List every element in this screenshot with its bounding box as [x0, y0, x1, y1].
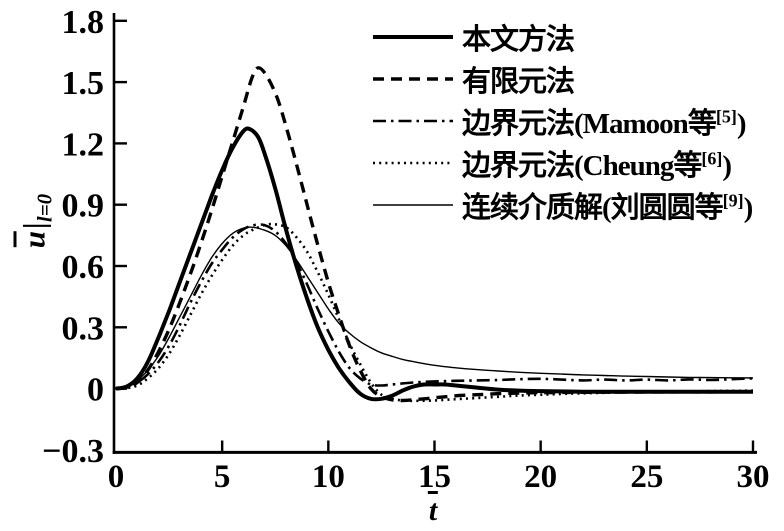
- y-tick-label: 0.6: [62, 249, 105, 286]
- series-curve-0: [115, 126, 753, 402]
- legend-label: 边界元法(Cheung等[6]): [462, 148, 732, 182]
- legend-line-dashed: [373, 77, 453, 81]
- y-axis-evaluated-bar: |: [16, 222, 52, 229]
- x-tick-label: 20: [524, 459, 557, 495]
- legend-label: 有限元法: [462, 66, 575, 98]
- y-tick-label: 0.9: [62, 188, 105, 225]
- x-tick-label: 25: [630, 459, 663, 495]
- legend-item-proposed-method: 本文方法: [371, 16, 752, 58]
- y-tick-label: 1.8: [62, 4, 105, 41]
- legend-line-solid-thick: [373, 35, 453, 39]
- series-curve-4: [115, 226, 754, 390]
- x-tick-label: 5: [214, 459, 231, 495]
- y-axis-title: u|l=0: [14, 194, 57, 250]
- y-axis-condition: l=0: [32, 193, 57, 223]
- series-curve-1: [115, 66, 754, 403]
- legend-label: 本文方法: [462, 24, 575, 56]
- x-axis-symbol-tbar: t: [427, 491, 439, 528]
- legend-label: 边界元法(Mamoon等[5]): [462, 106, 746, 140]
- legend-label: 连续介质解(刘圆圆等[9]): [462, 190, 753, 224]
- y-tick-label: 1.5: [62, 65, 105, 102]
- legend-item-boundary-element-cheung: 边界元法(Cheung等[6]): [371, 142, 752, 184]
- y-axis-symbol-ubar: u: [14, 229, 53, 250]
- legend-item-boundary-element-mamoon: 边界元法(Mamoon等[5]): [371, 100, 752, 142]
- x-tick-label: 30: [736, 459, 769, 495]
- x-axis-title: t: [427, 491, 439, 528]
- series-curve-2: [115, 223, 754, 390]
- x-tick-label: 15: [418, 459, 451, 495]
- y-tick-label: 0: [87, 372, 104, 409]
- legend-line-solid-thin: [373, 204, 453, 206]
- y-tick-label: −0.3: [42, 433, 104, 470]
- x-tick-label: 0: [108, 459, 125, 495]
- legend-line-dotted: [373, 161, 453, 165]
- series-curve-3: [115, 222, 754, 403]
- legend-item-continuum-solution-liu: 连续介质解(刘圆圆等[9]): [371, 184, 753, 226]
- y-tick-label: 1.2: [62, 126, 105, 163]
- y-tick-label: 0.3: [62, 310, 105, 347]
- legend-line-dash-dot: [373, 119, 453, 123]
- legend-item-finite-element: 有限元法: [371, 58, 752, 100]
- legend: 本文方法 有限元法 边界元法(Mamoon等[5]) 边界元法(Cheung等[…: [371, 16, 753, 226]
- x-tick-label: 10: [312, 459, 345, 495]
